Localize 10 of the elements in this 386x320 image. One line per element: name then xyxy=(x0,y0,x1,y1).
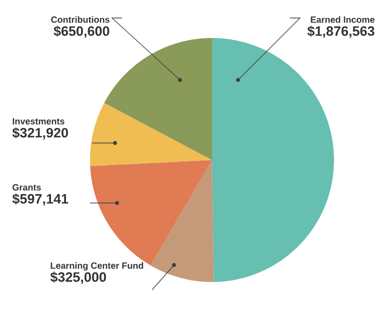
slice-label: Earned Income xyxy=(310,16,374,23)
data-label: $321,920 xyxy=(12,127,68,140)
slice-label: Investments xyxy=(12,118,64,124)
slice-label: Contributions xyxy=(51,16,110,23)
data-label: $1,876,563 xyxy=(307,26,374,38)
slice-label: Grants xyxy=(12,184,41,191)
data-label: $325,000 xyxy=(50,272,106,284)
data-label: $650,600 xyxy=(54,26,110,38)
slice-label: Learning Center Fund xyxy=(50,262,144,271)
data-label: $597,141 xyxy=(12,193,68,206)
